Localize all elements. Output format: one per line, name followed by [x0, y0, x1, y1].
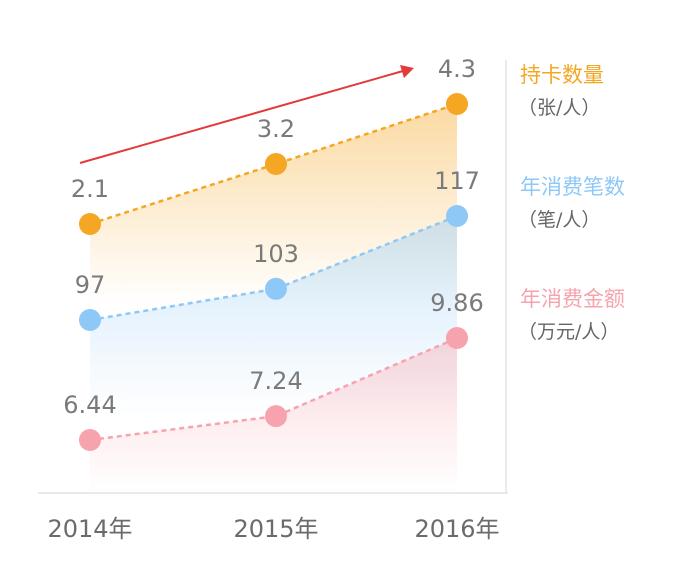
data-point-2-1 — [265, 405, 287, 428]
series-line-1 — [89, 214, 458, 322]
x-tick-label-1: 2015年 — [233, 515, 318, 543]
series-line-0 — [89, 102, 458, 226]
series-lines — [89, 102, 458, 442]
data-label-2-0: 6.44 — [63, 391, 116, 419]
x-tick-label-0: 2014年 — [47, 515, 132, 543]
data-points — [79, 93, 468, 451]
trend-arrow-line — [79, 70, 404, 164]
data-point-0-1 — [265, 153, 287, 175]
data-label-0-1: 3.2 — [257, 115, 295, 143]
data-point-0-0 — [79, 213, 101, 235]
data-label-0-2: 4.3 — [438, 55, 476, 83]
data-label-0-0: 2.1 — [71, 175, 109, 203]
legend-name-2: 年消费金额 — [520, 287, 625, 311]
area-fill-1 — [90, 216, 457, 416]
x-tick-label-2: 2016年 — [414, 515, 499, 543]
legend-name-0: 持卡数量 — [520, 63, 604, 87]
data-point-1-0 — [79, 309, 101, 331]
x-tick-labels: 2014年 2015年 2016年 — [47, 515, 499, 543]
trend-arrow — [79, 65, 414, 164]
legend-name-1: 年消费笔数 — [520, 175, 625, 199]
legend-unit-2: （万元/人） — [518, 321, 619, 343]
area-fills — [90, 104, 457, 493]
series-line-2 — [89, 336, 458, 442]
data-label-2-1: 7.24 — [249, 367, 302, 395]
data-label-1-1: 103 — [253, 240, 299, 268]
legend-unit-0: （张/人） — [518, 97, 600, 119]
trend-arrow-head — [400, 65, 414, 78]
data-point-1-2 — [446, 205, 468, 227]
area-fill-2 — [90, 338, 457, 493]
data-labels: 2.1 3.2 4.3 97 103 117 6.44 7.24 9.86 — [63, 55, 483, 419]
data-point-2-2 — [446, 327, 468, 349]
legend: 持卡数量 （张/人） 年消费笔数 （笔/人） 年消费金额 （万元/人） — [518, 63, 625, 343]
axes — [38, 60, 508, 494]
data-label-1-0: 97 — [75, 271, 106, 299]
data-label-2-2: 9.86 — [430, 289, 483, 317]
data-point-2-0 — [79, 429, 101, 451]
legend-unit-1: （笔/人） — [518, 209, 600, 231]
data-point-0-2 — [446, 93, 468, 115]
data-label-1-2: 117 — [434, 167, 480, 195]
data-point-1-1 — [265, 277, 287, 300]
